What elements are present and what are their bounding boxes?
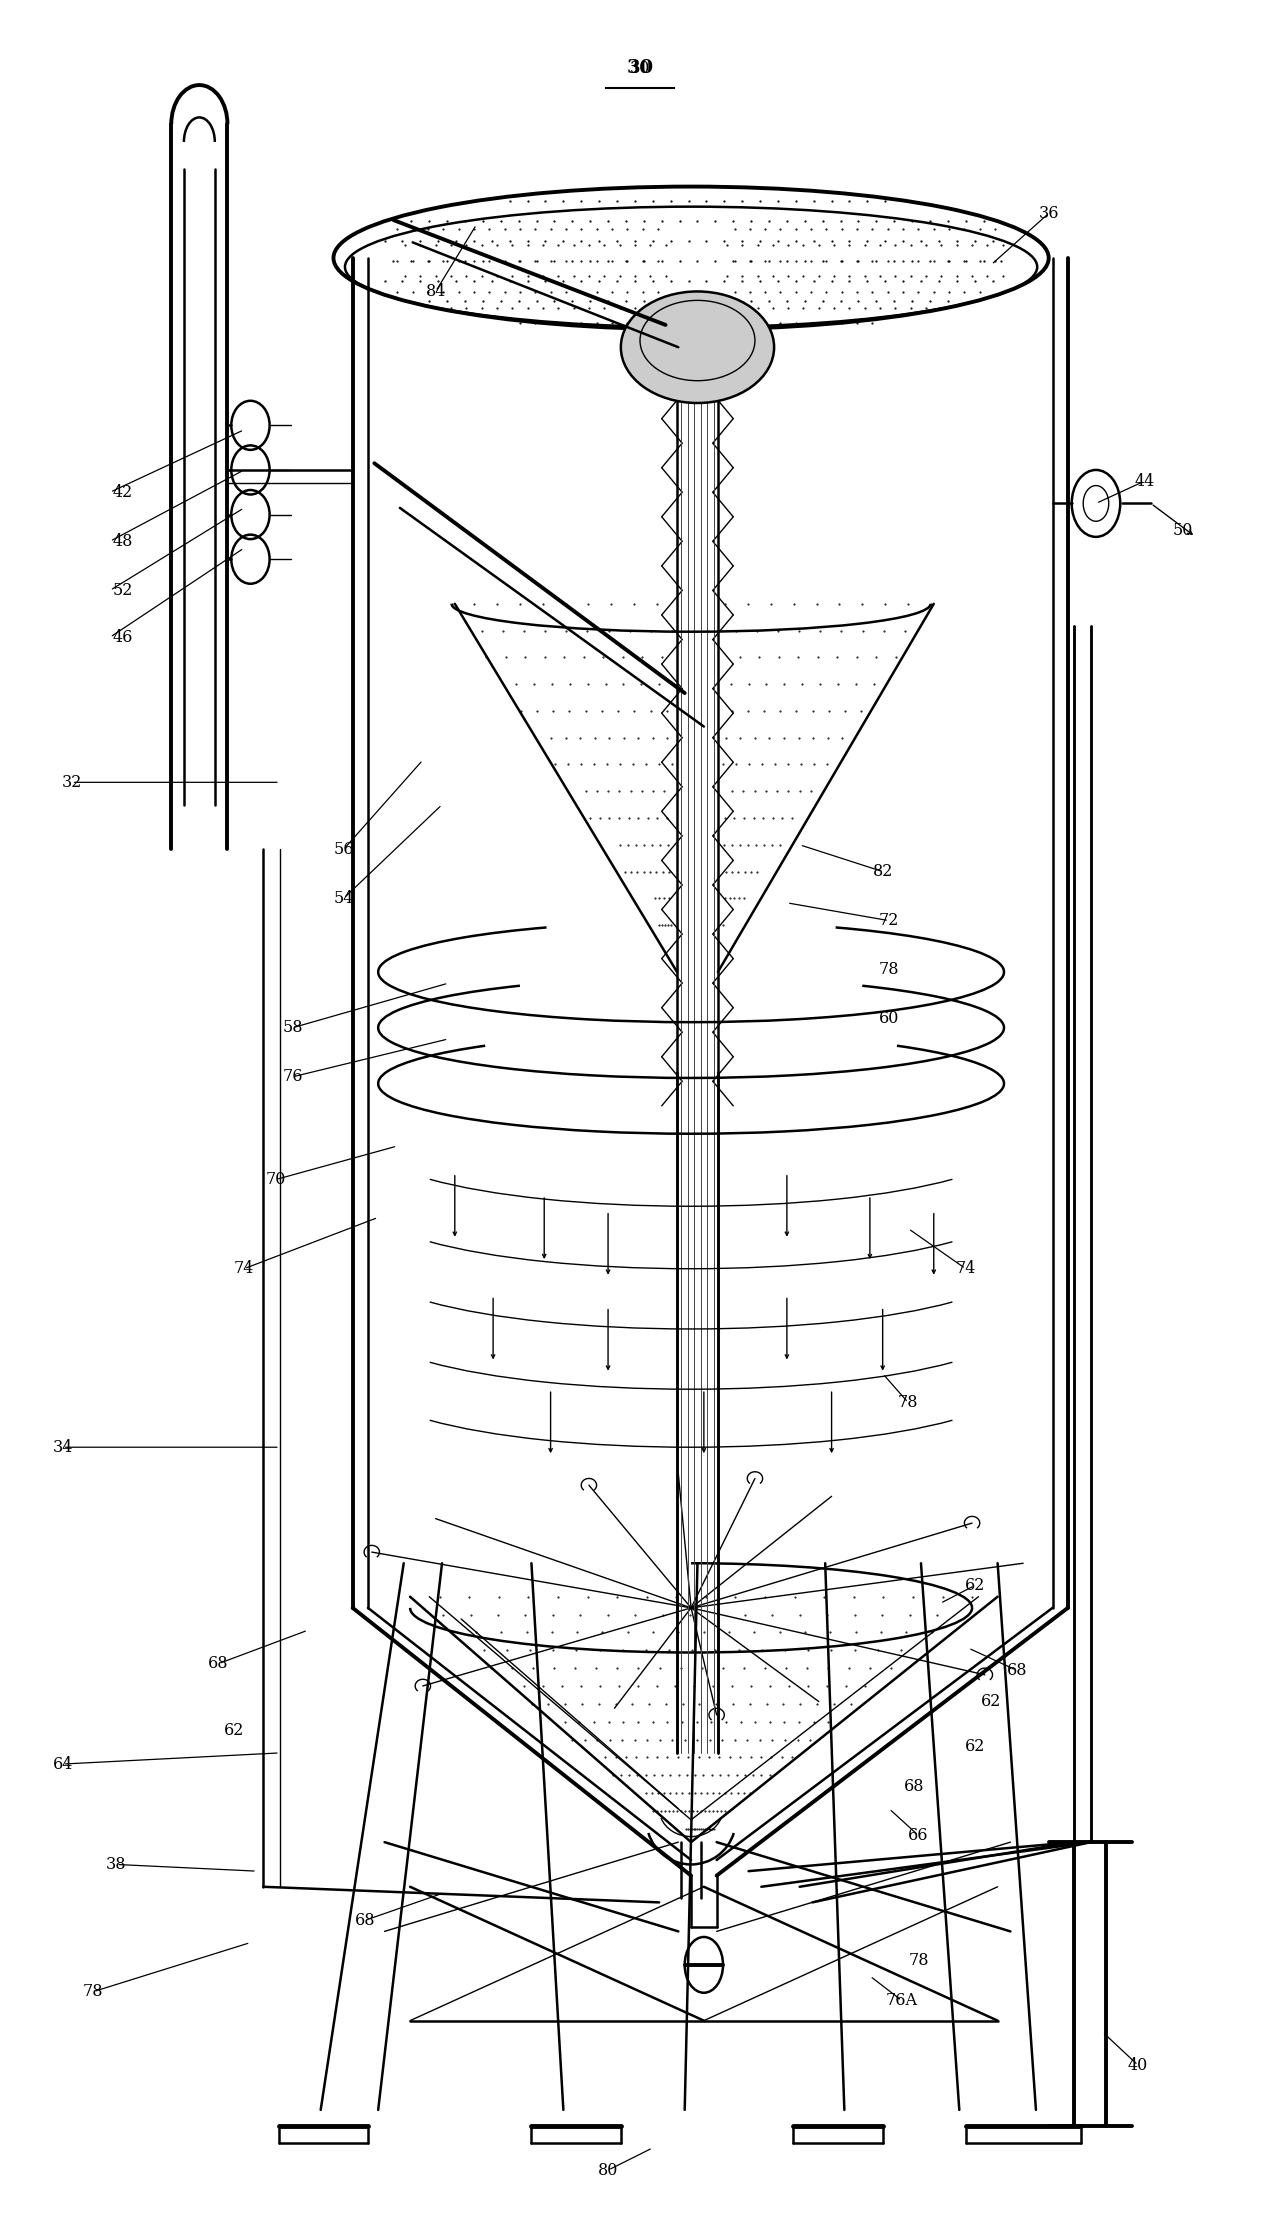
Text: 54: 54 (334, 889, 353, 907)
Text: 44: 44 (1134, 474, 1155, 489)
Text: 50: 50 (1172, 523, 1193, 538)
Text: 36: 36 (1038, 206, 1059, 221)
Text: 66: 66 (909, 1827, 929, 1843)
Text: 82: 82 (873, 862, 893, 880)
Text: 46: 46 (113, 628, 133, 646)
Text: 78: 78 (909, 1953, 929, 1968)
Text: 58: 58 (283, 1019, 303, 1037)
Text: 30: 30 (630, 60, 650, 76)
Text: 68: 68 (905, 1778, 925, 1794)
Text: 64: 64 (52, 1756, 73, 1772)
Ellipse shape (621, 290, 774, 402)
Text: 78: 78 (83, 1984, 104, 1999)
Text: 74: 74 (955, 1260, 975, 1278)
Text: 72: 72 (879, 911, 900, 929)
Text: 78: 78 (879, 961, 900, 978)
Text: 34: 34 (52, 1439, 73, 1457)
Text: 68: 68 (355, 1912, 375, 1928)
Text: 62: 62 (224, 1722, 244, 1738)
Text: 32: 32 (61, 773, 82, 791)
Text: 40: 40 (1128, 2058, 1148, 2073)
Text: 84: 84 (425, 284, 445, 299)
Ellipse shape (659, 326, 723, 366)
Text: 78: 78 (899, 1394, 919, 1412)
Text: 52: 52 (113, 581, 133, 599)
Text: 76A: 76A (886, 1993, 918, 2008)
Text: 80: 80 (598, 2163, 618, 2178)
Text: 38: 38 (106, 1856, 127, 1872)
Text: 68: 68 (1006, 1662, 1027, 1678)
Text: 68: 68 (209, 1655, 229, 1673)
Text: 70: 70 (266, 1171, 287, 1188)
Text: 62: 62 (964, 1577, 984, 1595)
Text: 62: 62 (964, 1738, 984, 1754)
Text: 76: 76 (283, 1068, 303, 1086)
Text: 42: 42 (113, 485, 133, 500)
Text: 60: 60 (879, 1010, 900, 1028)
Text: 56: 56 (333, 840, 355, 858)
Text: 30: 30 (626, 60, 654, 78)
Text: 62: 62 (980, 1693, 1001, 1709)
Text: 74: 74 (234, 1260, 255, 1278)
Text: 48: 48 (113, 534, 133, 550)
